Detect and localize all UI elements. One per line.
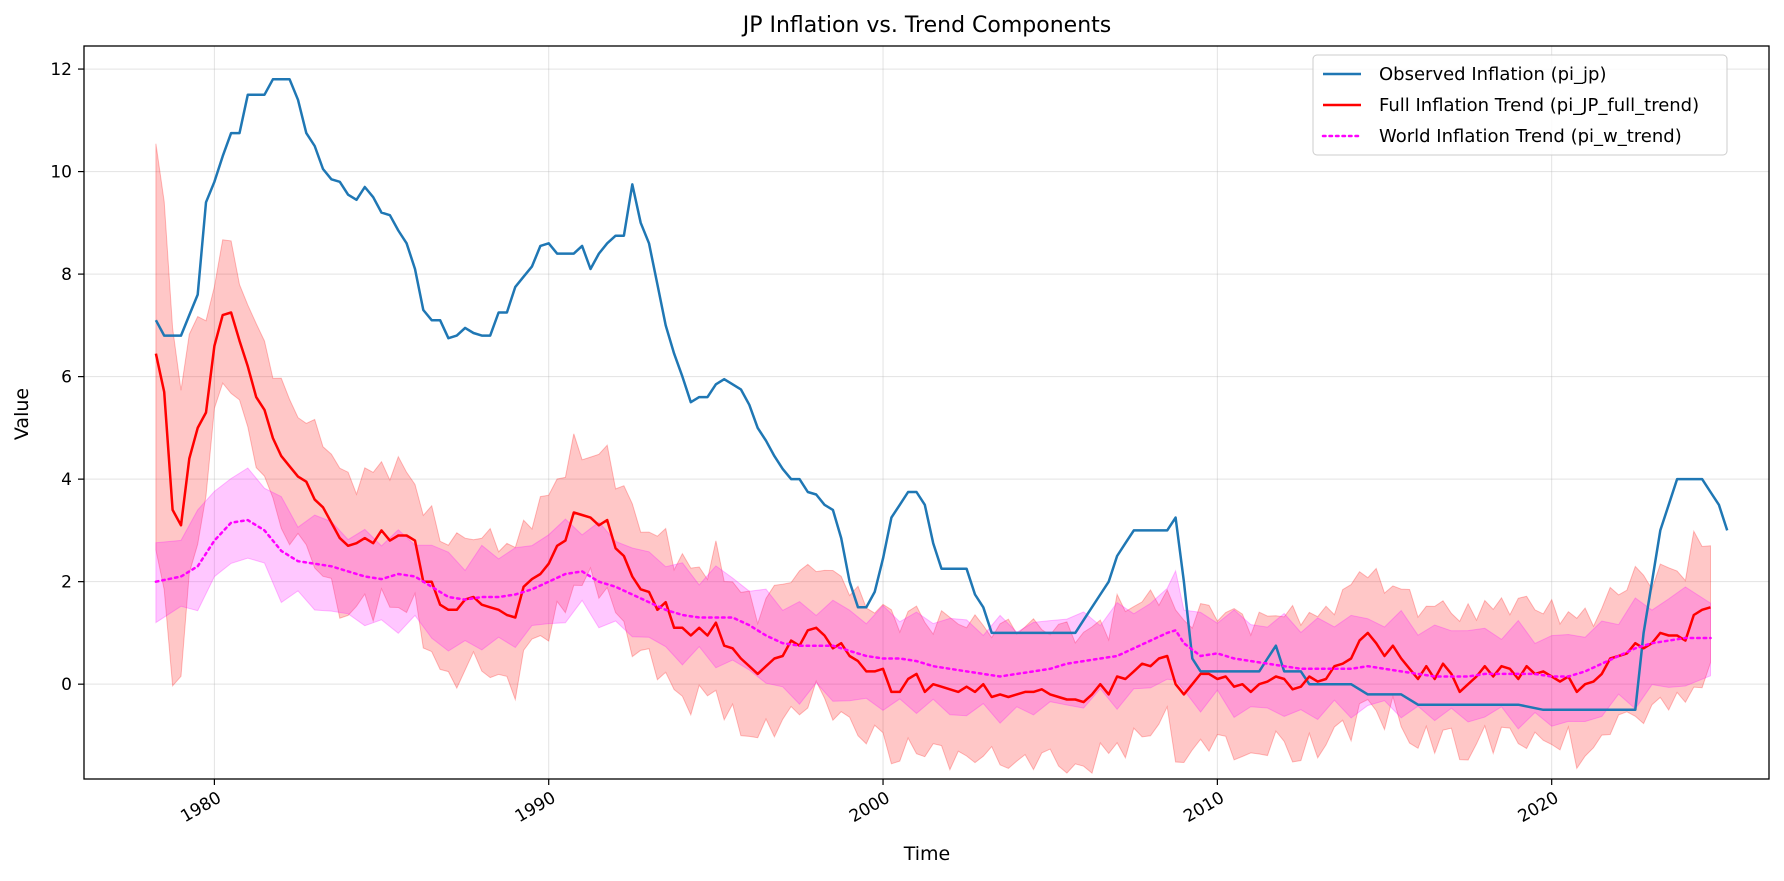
y-tick-label: 12 [50, 60, 72, 80]
legend-label: World Inflation Trend (pi_w_trend) [1379, 126, 1682, 147]
axes-frame [83, 45, 1770, 780]
chart-title: JP Inflation vs. Trend Components [741, 13, 1112, 38]
y-tick-label: 6 [61, 368, 72, 388]
legend-label: Observed Inflation (pi_jp) [1379, 64, 1607, 85]
plot-area [84, 46, 1769, 779]
y-tick-label: 2 [61, 573, 72, 593]
series-line-2 [154, 518, 1712, 678]
y-axis-label: Value [11, 388, 33, 440]
series-line-1 [154, 311, 1711, 704]
series-band-2 [155, 467, 1711, 730]
y-tick-label: 4 [61, 470, 72, 490]
y-tick-label: 10 [50, 163, 72, 183]
legend: Observed Inflation (pi_jp) Full Inflation… [1312, 54, 1728, 156]
series-band-1 [155, 143, 1711, 774]
y-tick-label: 0 [61, 675, 72, 695]
x-axis-label: Time [903, 843, 951, 865]
legend-label: Full Inflation Trend (pi_JP_full_trend) [1379, 95, 1699, 116]
y-tick-label: 8 [61, 265, 72, 285]
series-line-0 [154, 78, 1729, 712]
legend-box [1312, 54, 1728, 156]
